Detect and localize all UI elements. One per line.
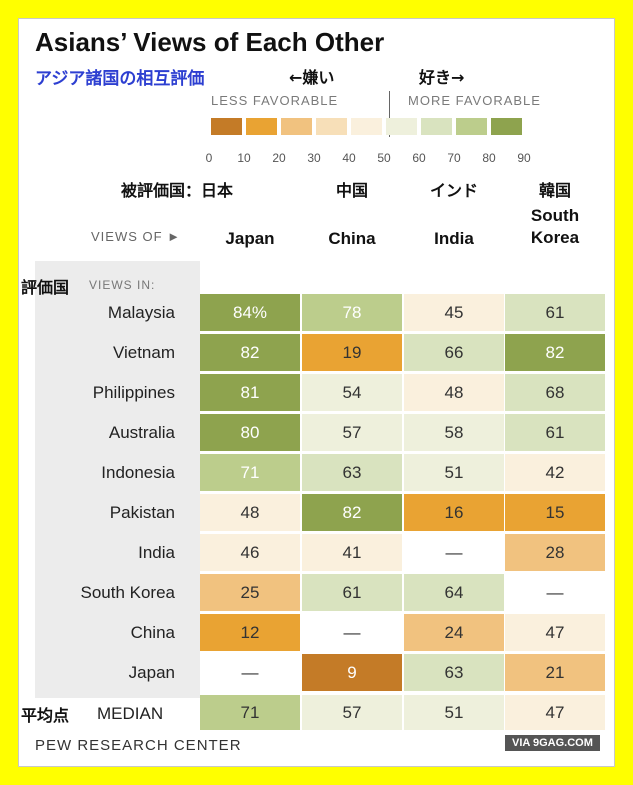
views-of-label: VIEWS OF ► <box>91 229 182 244</box>
legend-more-favorable-label: MORE FAVORABLE <box>408 93 541 108</box>
row-label-malaysia: Malaysia <box>107 303 175 322</box>
legend-tick-60: 60 <box>412 151 426 165</box>
row-labels-background <box>35 261 200 698</box>
legend-tick-50: 50 <box>377 151 391 165</box>
cell-japan-japan: — <box>200 654 300 691</box>
legend-tick-0: 0 <box>205 151 213 165</box>
japanese-subtitle: アジア諸国の相互評価 <box>35 69 205 89</box>
cell-japan-china: 9 <box>302 654 402 691</box>
japan-column-jp-label: 被評価国：日本 <box>121 181 234 200</box>
column-header-china: China <box>328 229 376 248</box>
rater-country-jp-label: 評価国 <box>21 278 70 297</box>
median-cell-japan: 71 <box>200 695 300 730</box>
column-header-india: India <box>434 229 474 248</box>
jp-column-header-china: 中国 <box>335 181 368 200</box>
legend-swatch-0 <box>211 118 242 135</box>
legend-tick-90: 90 <box>517 151 531 165</box>
cell-malaysia-china: 78 <box>302 294 402 331</box>
legend-tick-80: 80 <box>482 151 496 165</box>
watermark-badge: VIA 9GAG.COM <box>505 735 600 751</box>
cell-japan-india: 63 <box>404 654 504 691</box>
cell-vietnam-india: 66 <box>404 334 504 371</box>
legend-swatch-4 <box>351 118 382 135</box>
row-label-indonesia: Indonesia <box>101 463 175 482</box>
cell-pakistan-south-korea: 15 <box>505 494 605 531</box>
median-label: MEDIAN <box>97 704 164 723</box>
legend-swatch-3 <box>316 118 347 135</box>
legend-tick-40: 40 <box>342 151 356 165</box>
cell-pakistan-japan: 48 <box>200 494 300 531</box>
cell-australia-india: 58 <box>404 414 504 451</box>
cell-vietnam-china: 19 <box>302 334 402 371</box>
cell-china-china: — <box>302 614 402 651</box>
chart-frame: Asians’ Views of Each Other アジア諸国の相互評価 ←… <box>18 18 615 767</box>
row-label-india: India <box>138 543 175 562</box>
cell-malaysia-south-korea: 61 <box>505 294 605 331</box>
row-label-japan: Japan <box>128 663 175 682</box>
row-label-south-korea: South Korea <box>80 583 175 602</box>
cell-pakistan-india: 16 <box>404 494 504 531</box>
cell-india-china: 41 <box>302 534 402 571</box>
jp-column-header-south-korea: 韓国 <box>538 181 571 200</box>
legend-tick-20: 20 <box>272 151 286 165</box>
legend-swatch-8 <box>491 118 522 135</box>
cell-south-korea-japan: 25 <box>200 574 300 611</box>
legend-divider <box>389 91 390 137</box>
cell-south-korea-south-korea: — <box>505 574 605 611</box>
cell-japan-south-korea: 21 <box>505 654 605 691</box>
cell-south-korea-china: 61 <box>302 574 402 611</box>
legend-swatch-5 <box>386 118 417 135</box>
cell-malaysia-japan: 84% <box>200 294 300 331</box>
like-annotation: 好き→ <box>419 68 465 87</box>
cell-philippines-south-korea: 68 <box>505 374 605 411</box>
row-label-vietnam: Vietnam <box>112 343 175 362</box>
cell-china-india: 24 <box>404 614 504 651</box>
cell-south-korea-india: 64 <box>404 574 504 611</box>
cell-australia-china: 57 <box>302 414 402 451</box>
source-credit: PEW RESEARCH CENTER <box>35 737 242 754</box>
row-label-philippines: Philippines <box>92 383 175 402</box>
cell-indonesia-south-korea: 42 <box>505 454 605 491</box>
median-cell-china: 57 <box>302 695 402 730</box>
legend-tick-10: 10 <box>237 151 251 165</box>
cell-vietnam-japan: 82 <box>200 334 300 371</box>
median-cell-south-korea: 47 <box>505 695 605 730</box>
legend-swatch-7 <box>456 118 487 135</box>
legend-tick-70: 70 <box>447 151 461 165</box>
median-jp-label: 平均点 <box>21 706 70 725</box>
median-cell-india: 51 <box>404 695 504 730</box>
legend-swatch-2 <box>281 118 312 135</box>
cell-india-india: — <box>404 534 504 571</box>
cell-india-japan: 46 <box>200 534 300 571</box>
dislike-annotation: ←嫌い <box>289 68 335 87</box>
row-label-pakistan: Pakistan <box>109 503 175 522</box>
row-label-china: China <box>130 623 175 642</box>
cell-indonesia-india: 51 <box>404 454 504 491</box>
cell-india-south-korea: 28 <box>505 534 605 571</box>
views-in-label: VIEWS IN: <box>89 278 156 292</box>
legend-swatch-1 <box>246 118 277 135</box>
column-header-south-korea: South Korea <box>530 206 580 247</box>
cell-pakistan-china: 82 <box>302 494 402 531</box>
cell-indonesia-japan: 71 <box>200 454 300 491</box>
cell-australia-japan: 80 <box>200 414 300 451</box>
cell-australia-south-korea: 61 <box>505 414 605 451</box>
row-label-australia: Australia <box>108 423 175 442</box>
chart-title: Asians’ Views of Each Other <box>35 27 385 57</box>
cell-vietnam-south-korea: 82 <box>505 334 605 371</box>
cell-indonesia-china: 63 <box>302 454 402 491</box>
column-header-japan: Japan <box>225 229 275 248</box>
cell-philippines-japan: 81 <box>200 374 300 411</box>
cell-china-south-korea: 47 <box>505 614 605 651</box>
cell-malaysia-india: 45 <box>404 294 504 331</box>
cell-philippines-india: 48 <box>404 374 504 411</box>
legend-swatch-6 <box>421 118 452 135</box>
cell-china-japan: 12 <box>200 614 300 651</box>
jp-column-header-india: インド <box>429 181 478 200</box>
legend-tick-30: 30 <box>307 151 321 165</box>
cell-philippines-china: 54 <box>302 374 402 411</box>
legend-less-favorable-label: LESS FAVORABLE <box>211 93 339 108</box>
